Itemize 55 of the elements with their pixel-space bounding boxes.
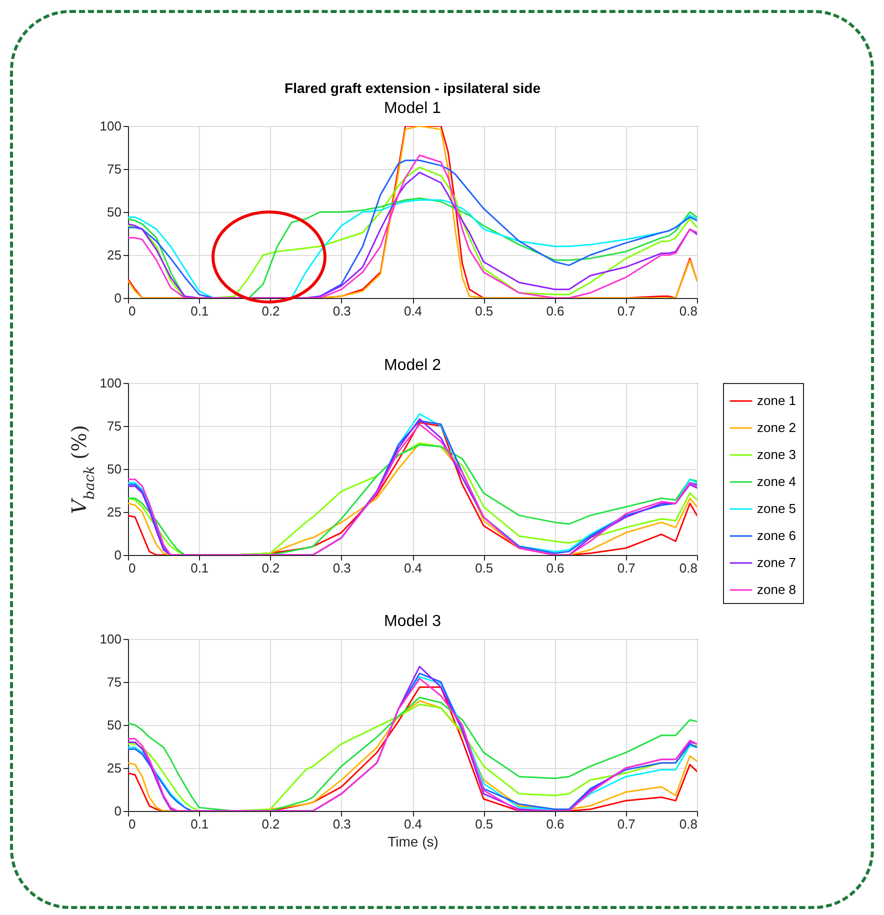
y-tick-label: 50 bbox=[107, 204, 122, 220]
y-tick-label: 100 bbox=[100, 376, 122, 390]
x-tick-label: 0.1 bbox=[190, 816, 209, 832]
y-tick-label: 0 bbox=[114, 290, 122, 306]
x-tick-label: 0 bbox=[128, 560, 136, 576]
x-tick-label: 0.3 bbox=[332, 560, 351, 576]
x-tick-label: 0.4 bbox=[404, 304, 422, 318]
y-tick-label: 0 bbox=[114, 548, 122, 562]
x-tick-label: 0.6 bbox=[546, 816, 564, 832]
x-tick-label: 0.4 bbox=[404, 560, 422, 576]
y-tick-label: 25 bbox=[107, 248, 122, 262]
chart-title: Model 2 bbox=[384, 357, 442, 374]
y-tick-label: 25 bbox=[107, 504, 122, 520]
chart-subtitle: Model 1 bbox=[384, 100, 442, 117]
legend-label: zone 5 bbox=[757, 501, 796, 516]
x-tick-label: 0.7 bbox=[617, 816, 636, 832]
x-tick-label: 0.7 bbox=[617, 560, 636, 576]
x-tick-label: 0.2 bbox=[262, 560, 280, 576]
y-tick-label: 50 bbox=[107, 462, 122, 476]
x-tick-label: 0.2 bbox=[262, 816, 280, 832]
y-tick-label: 75 bbox=[107, 418, 122, 434]
x-tick-label: 0.5 bbox=[475, 304, 494, 318]
x-axis-title: Time (s) bbox=[388, 834, 438, 850]
x-tick-label: 0.7 bbox=[617, 304, 636, 318]
legend-label: zone 7 bbox=[757, 555, 796, 570]
y-tick-label: 50 bbox=[107, 718, 122, 732]
x-tick-label: 0.4 bbox=[404, 816, 422, 832]
x-tick-label: 0.3 bbox=[332, 304, 351, 318]
x-tick-label: 0.2 bbox=[262, 304, 280, 318]
x-tick-label: 0.8 bbox=[679, 560, 698, 576]
legend-label: zone 3 bbox=[757, 447, 796, 462]
legend-label: zone 8 bbox=[757, 582, 796, 597]
x-tick-label: 0 bbox=[128, 304, 136, 318]
y-tick-label: 75 bbox=[107, 162, 122, 176]
x-tick-label: 0.8 bbox=[679, 304, 698, 318]
x-tick-label: 0.8 bbox=[679, 816, 698, 832]
x-tick-label: 0 bbox=[128, 816, 136, 832]
y-tick-label: 25 bbox=[107, 760, 122, 776]
x-tick-label: 0.6 bbox=[546, 304, 564, 318]
y-tick-label: 0 bbox=[114, 804, 122, 818]
chart-title: Model 3 bbox=[384, 613, 442, 630]
y-tick-label: 100 bbox=[100, 632, 122, 646]
x-tick-label: 0.5 bbox=[475, 816, 494, 832]
legend-label: zone 6 bbox=[757, 528, 796, 543]
x-tick-label: 0.3 bbox=[332, 816, 351, 832]
x-tick-label: 0.1 bbox=[190, 560, 209, 576]
legend-label: zone 1 bbox=[757, 393, 796, 408]
x-tick-label: 0.5 bbox=[475, 560, 494, 576]
y-tick-label: 100 bbox=[100, 118, 122, 134]
x-tick-label: 0.1 bbox=[190, 304, 209, 318]
legend-label: zone 4 bbox=[757, 474, 796, 489]
y-tick-label: 75 bbox=[107, 674, 122, 690]
x-tick-label: 0.6 bbox=[546, 560, 564, 576]
legend-label: zone 2 bbox=[757, 420, 796, 435]
chart-title: Flared graft extension - ipsilateral side bbox=[284, 80, 541, 96]
